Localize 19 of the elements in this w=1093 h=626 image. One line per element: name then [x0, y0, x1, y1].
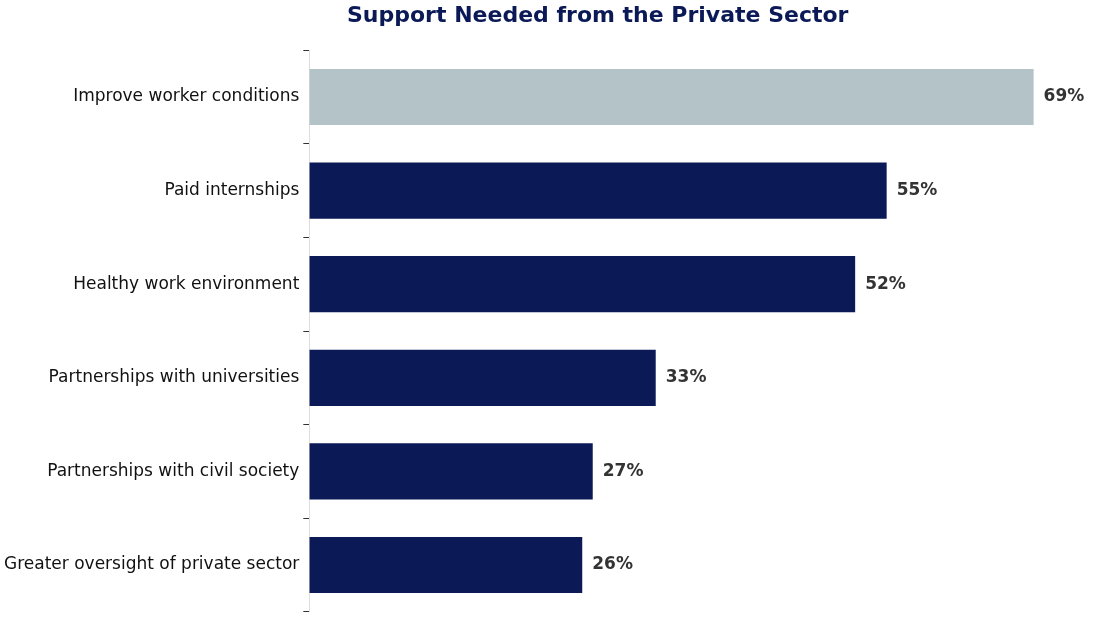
y-tick-label: Improve worker conditions [73, 85, 300, 106]
data-label: 26% [592, 553, 633, 574]
y-tick-label: Partnerships with civil society [47, 459, 300, 480]
bar [309, 162, 887, 219]
bar [309, 536, 583, 594]
bar [309, 443, 593, 500]
y-tick-label: Paid internships [164, 179, 300, 200]
y-tick-label: Partnerships with universities [48, 366, 300, 387]
chart-title: Support Needed from the Private Sector [347, 2, 849, 27]
data-label: 33% [665, 366, 707, 387]
y-tick-label: Healthy work environment [73, 272, 300, 293]
data-label: 55% [896, 179, 938, 200]
bar [309, 68, 1034, 126]
bar [309, 349, 656, 406]
data-label: 27% [602, 459, 644, 480]
data-label: 69% [1043, 85, 1085, 106]
data-label: 52% [865, 272, 906, 293]
bar [309, 256, 856, 313]
y-tick-label: Greater oversight of private sector [4, 553, 300, 574]
